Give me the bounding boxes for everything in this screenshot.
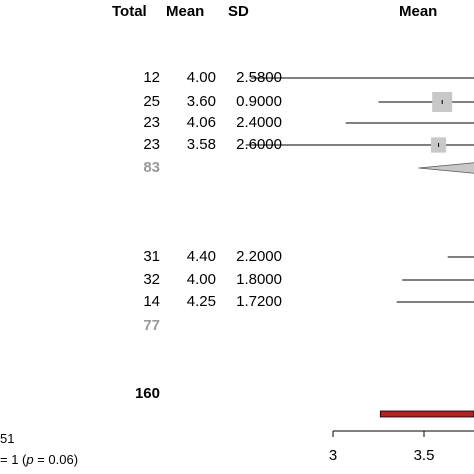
row-total: 31: [143, 248, 160, 265]
row-mean: 4.06: [186, 114, 216, 131]
header-sd: SD: [228, 3, 249, 20]
row-sd: 1.7200: [236, 293, 282, 310]
row-sd: 0.9000: [236, 93, 282, 110]
row-sd: 1.8000: [236, 271, 282, 288]
row-mean: 4.00: [186, 69, 216, 86]
row-total: 23: [143, 136, 160, 153]
row-mean: 3.58: [186, 136, 216, 153]
subtotal-1: 83: [143, 159, 160, 176]
header-mean: Mean: [166, 3, 205, 20]
header-total: Total: [112, 3, 147, 20]
row-mean: 4.00: [186, 271, 216, 288]
row-total: 12: [143, 69, 160, 86]
row-sd: 2.4000: [236, 114, 282, 131]
prediction-interval-bar: [379, 410, 474, 418]
footer-line-1: 51: [0, 431, 15, 446]
row-total: 25: [143, 93, 160, 110]
row-total: 32: [143, 271, 160, 288]
row-sd: 2.5800: [236, 69, 282, 86]
overall-total: 160: [134, 385, 160, 402]
row-sd: 2.2000: [236, 248, 282, 265]
header-plot-mean: Mean: [399, 3, 438, 20]
row-mean: 3.60: [186, 93, 216, 110]
x-tick-label: 3: [329, 447, 337, 464]
subgroup-diamond: [418, 162, 474, 174]
row-total: 23: [143, 114, 160, 131]
row-sd: 2.6000: [236, 136, 282, 153]
subtotal-2: 77: [143, 317, 160, 334]
x-tick-label: 3.5: [414, 447, 435, 464]
row-mean: 4.40: [186, 248, 216, 265]
row-mean: 4.25: [186, 293, 216, 310]
footer-line-2: = 1 (p = 0.06): [0, 452, 79, 467]
row-total: 14: [143, 293, 160, 310]
